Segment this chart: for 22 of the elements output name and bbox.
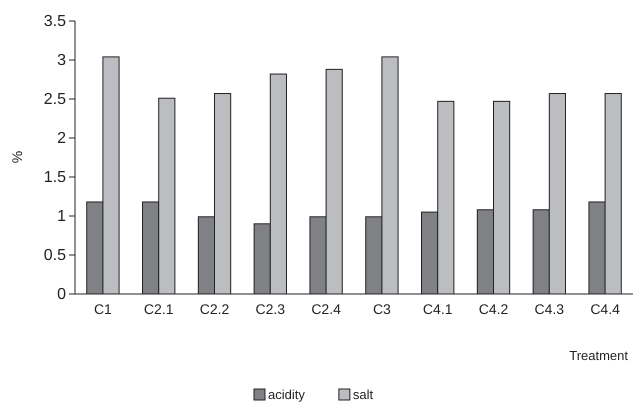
x-tick-label: C4.2 [478,300,508,317]
y-axis-title: % [9,150,25,164]
x-tick-label: C2.3 [256,300,286,317]
y-tick-label: 2 [57,130,66,148]
x-axis-title: Treatment [569,348,628,363]
legend-label: acidity [268,387,306,402]
x-tick-label: C2.2 [200,300,230,317]
y-tick-label: 2.5 [44,91,66,108]
y-tick-label: 1.5 [44,169,66,186]
y-tick-label: 3 [57,52,66,70]
x-tick-label: C2.1 [144,300,174,317]
y-tick-label: 0.5 [44,247,66,264]
x-tick-label: C4.4 [590,300,620,317]
y-tick-label: 1 [57,208,66,226]
x-tick-label: C4.1 [422,300,453,317]
y-tick-label: 3.5 [44,13,66,30]
x-tick-label: C1 [94,300,112,317]
x-tick-label: C4.3 [534,300,564,317]
x-tick-label: C2.4 [311,300,342,317]
legend-label: salt [352,387,374,402]
y-tick-label: 0 [57,286,66,304]
x-tick-label: C3 [372,300,392,317]
